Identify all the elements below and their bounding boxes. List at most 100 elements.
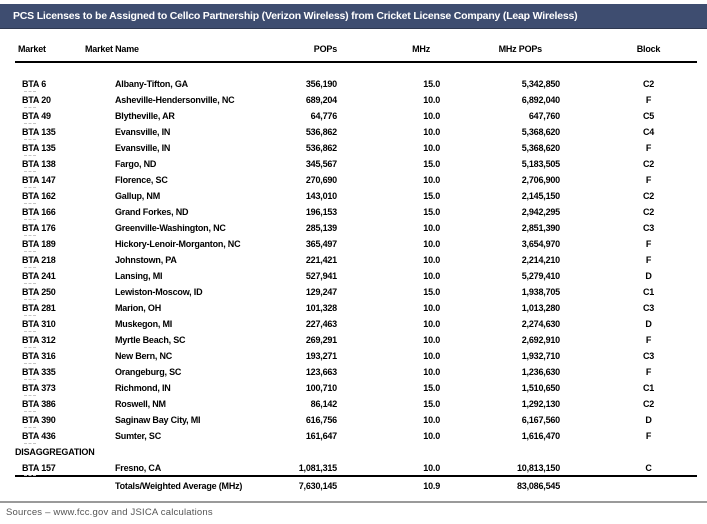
mhz-cell: 10.0 (423, 239, 440, 249)
table-row: BTA 281 Marion, OH 101,328 10.0 1,013,28… (15, 300, 697, 316)
table-row: BTA 390 Saginaw Bay City, MI 616,756 10.… (15, 412, 697, 428)
mhz-cell: 15.0 (423, 207, 440, 217)
table-row: BTA 189 Hickory-Lenoir-Morganton, NC 365… (15, 236, 697, 252)
block-cell: D (645, 271, 652, 281)
table-row: BTA 250 Lewiston-Moscow, ID 129,247 15.0… (15, 284, 697, 300)
table-row: BTA 138 Fargo, ND 345,567 15.0 5,183,505… (15, 156, 697, 172)
table-row: BTA 436 Sumter, SC 161,647 10.0 1,616,47… (15, 428, 697, 444)
mhz-pops-cell: 1,932,710 (521, 351, 560, 361)
market-cell: BTA 166 (22, 207, 56, 220)
mhz-pops-cell: 3,654,970 (521, 239, 560, 249)
mhz-pops-cell: 5,183,505 (521, 159, 560, 169)
table-row: BTA 312 Myrtle Beach, SC 269,291 10.0 2,… (15, 332, 697, 348)
table-row: BTA 316 New Bern, NC 193,271 10.0 1,932,… (15, 348, 697, 364)
block-cell: F (645, 143, 652, 153)
market-name-cell: Fargo, ND (115, 159, 157, 169)
page-title: PCS Licenses to be Assigned to Cellco Pa… (13, 10, 578, 22)
block-cell: C4 (642, 127, 655, 137)
totals-block-cell (560, 475, 697, 494)
mhz-pops-cell: 6,167,560 (521, 415, 560, 425)
pops-cell: 86,142 (310, 399, 338, 409)
block-cell: C3 (642, 303, 655, 313)
mhz-pops-cell: 2,214,210 (521, 255, 560, 265)
bottom-divider (0, 501, 707, 503)
market-cell: BTA 6 (22, 79, 47, 92)
block-cell: F (645, 367, 652, 377)
mhz-pops-cell: 5,279,410 (521, 271, 560, 281)
market-cell: BTA 390 (22, 415, 56, 428)
mhz-cell: 10.0 (423, 415, 440, 425)
mhz-cell: 10.0 (423, 335, 440, 345)
pops-cell: 270,690 (305, 175, 337, 185)
pops-column-header: POPs (265, 36, 337, 63)
market-cell: BTA 310 (22, 319, 56, 332)
table-row: BTA 20 Asheville-Hendersonville, NC 689,… (15, 92, 697, 108)
pops-cell: 123,663 (305, 367, 337, 377)
mhz-pops-cell: 1,510,650 (521, 383, 560, 393)
market-name-cell: Evansville, IN (115, 143, 171, 153)
mhz-cell: 15.0 (423, 287, 440, 297)
totals-label: Totals/Weighted Average (MHz) (115, 475, 265, 494)
mhz-cell: 10.0 (423, 367, 440, 377)
licenses-table: Market Market Name POPs MHz MHz POPs Blo… (15, 36, 697, 494)
mhz-pops-cell: 2,145,150 (521, 191, 560, 201)
market-cell: BTA 138 (22, 159, 56, 172)
block-cell: C3 (642, 223, 655, 233)
market-cell: BTA 135 (22, 127, 56, 140)
block-cell: D (645, 415, 652, 425)
pops-cell: 193,271 (305, 351, 337, 361)
block-cell: C2 (642, 207, 655, 217)
block-cell: C3 (642, 351, 655, 361)
totals-mhz-cell: 10.9 (337, 475, 440, 494)
market-name-cell: Roswell, NM (115, 399, 166, 409)
market-name-cell: Gallup, NM (115, 191, 160, 201)
market-cell: BTA 436 (22, 431, 56, 444)
pops-cell: 227,463 (305, 319, 337, 329)
mhz-pops-cell: 1,013,280 (521, 303, 560, 313)
market-name-cell: Myrtle Beach, SC (115, 335, 186, 345)
pops-cell: 221,421 (305, 255, 337, 265)
pops-cell: 161,647 (305, 431, 337, 441)
mhz-cell: 10.0 (423, 431, 440, 441)
mhz-cell: 15.0 (423, 79, 440, 89)
pops-cell: 356,190 (305, 79, 337, 89)
header-row: Market Market Name POPs MHz MHz POPs Blo… (15, 36, 697, 63)
table-row: BTA 135 Evansville, IN 536,862 10.0 5,36… (15, 124, 697, 140)
market-cell: BTA 373 (22, 383, 56, 396)
mhz-cell: 10.0 (423, 351, 440, 361)
market-cell: BTA 316 (22, 351, 56, 364)
block-cell: C1 (642, 287, 655, 297)
table-row: BTA 135 Evansville, IN 536,862 10.0 5,36… (15, 140, 697, 156)
market-cell: BTA 20 (22, 95, 51, 108)
market-cell: BTA 218 (22, 255, 56, 268)
pops-cell: 527,941 (305, 271, 337, 281)
market-cell: BTA 49 (22, 111, 51, 124)
pops-cell: 101,328 (305, 303, 337, 313)
block-cell: C2 (642, 159, 655, 169)
mhz-pops-cell: 1,292,130 (521, 399, 560, 409)
market-name-cell: Marion, OH (115, 303, 162, 313)
market-cell: BTA 250 (22, 287, 56, 300)
mhz-pops-cell: 6,892,040 (521, 95, 560, 105)
block-cell: F (645, 431, 652, 441)
totals-pops-cell: 7,630,145 (265, 475, 337, 494)
pops-cell: 365,497 (305, 239, 337, 249)
market-cell: BTA 157 (22, 462, 56, 476)
mhz-cell: 10.0 (423, 271, 440, 281)
mhz-pops-cell: 2,692,910 (521, 335, 560, 345)
totals-row: Totals/Weighted Average (MHz) 7,630,145 … (15, 475, 697, 494)
pops-cell: 129,247 (305, 287, 337, 297)
pops-cell: 616,756 (305, 415, 337, 425)
market-cell: BTA 189 (22, 239, 56, 252)
market-name-cell: Lewiston-Moscow, ID (115, 287, 203, 297)
mhz-pops-cell: 5,368,620 (521, 143, 560, 153)
pops-cell: 345,567 (305, 159, 337, 169)
market-cell: BTA 335 (22, 367, 56, 380)
mhz-column-header: MHz (337, 36, 440, 63)
table-row: BTA 49 Blytheville, AR 64,776 10.0 647,7… (15, 108, 697, 124)
totals-mhz-pops-cell: 83,086,545 (440, 475, 560, 494)
mhz-pops-cell: 10,813,150 (516, 462, 560, 473)
pops-cell: 64,776 (310, 111, 338, 121)
mhz-cell: 15.0 (423, 383, 440, 393)
